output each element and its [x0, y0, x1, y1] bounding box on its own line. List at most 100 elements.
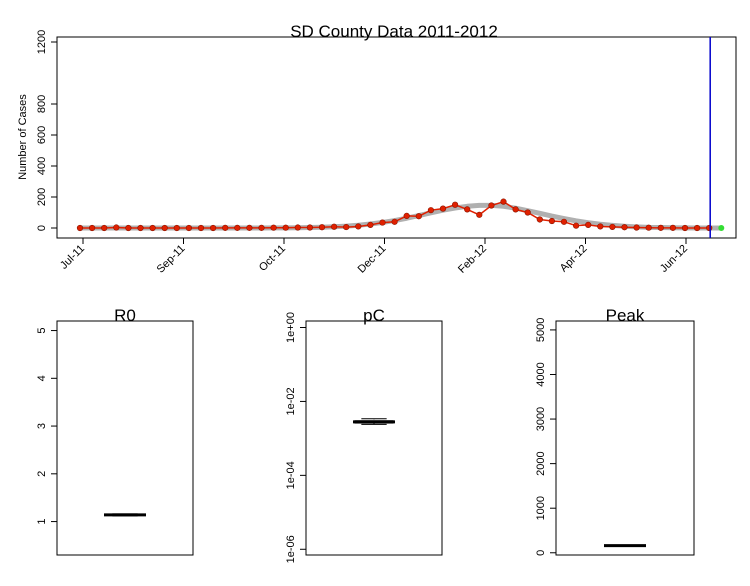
y-tick-label: 1e-04: [285, 461, 297, 489]
y-tick-label: 800: [36, 95, 48, 113]
y-tick-label: 200: [36, 188, 48, 206]
markers: [709, 37, 725, 238]
y-tick-label: 4: [36, 375, 48, 381]
observed-point: [536, 216, 543, 223]
cases-y-axis: 0 200 400 600 800 1200: [36, 30, 57, 231]
r0-box: 1 2 3 4 5: [36, 327, 146, 525]
r0-title: R0: [114, 306, 136, 325]
x-tick-label: Dec-11: [356, 243, 389, 276]
observed-point: [585, 221, 592, 228]
x-tick-label: Sep-11: [155, 243, 188, 276]
observed-point: [343, 223, 350, 231]
y-tick-label: 1200: [36, 30, 48, 54]
x-tick-label: Apr-12: [558, 243, 590, 275]
observed-point: [185, 224, 192, 232]
cases-panel: SD County Data 2011-2012 Number of Cases…: [17, 22, 737, 276]
observed-point: [621, 224, 628, 231]
cases-x-axis: Jul-11 Sep-11 Oct-11 Dec-11 Feb-12 Apr-12 Jun-…: [58, 238, 690, 276]
observed-point: [706, 224, 713, 232]
observed-point: [403, 212, 410, 220]
observed-point: [657, 224, 664, 231]
observed-point: [367, 221, 374, 228]
observed-point: [258, 224, 265, 231]
pc-title: pC: [363, 306, 385, 325]
observed-point: [439, 205, 447, 212]
y-tick-label: 1: [36, 519, 48, 525]
r0-panel: R0 1 2 3 4 5: [36, 306, 194, 556]
r0-plot-frame: [56, 320, 194, 556]
y-tick-label: 2: [36, 471, 48, 477]
observed-point: [609, 223, 616, 231]
x-tick-label: Jun-12: [658, 243, 690, 275]
observed-point: [294, 224, 301, 231]
observed-point: [452, 201, 459, 208]
y-tick-label: 0: [535, 550, 547, 556]
y-tick-label: 4000: [535, 362, 547, 386]
observed-point: [306, 224, 314, 231]
peak-box: 0 1000 2000 3000 4000 5000: [535, 318, 646, 556]
observed-point: [693, 224, 701, 232]
pc-box: 1e-06 1e-04 1e-02 1e+00: [285, 312, 395, 563]
cases-plot-frame: [56, 36, 737, 239]
observed-series: [76, 198, 713, 232]
pc-panel: pC 1e-06 1e-04 1e-02 1e+00: [285, 306, 443, 563]
observed-point: [137, 224, 144, 232]
observed-point: [512, 206, 519, 213]
observed-point: [234, 224, 241, 231]
observed-point: [222, 224, 229, 231]
peak-title: Peak: [606, 306, 645, 325]
y-tick-label: 5000: [535, 318, 547, 342]
observed-point: [572, 222, 580, 229]
cases-title: SD County Data 2011-2012: [290, 22, 498, 41]
observed-point: [270, 224, 277, 231]
observed-point: [76, 224, 84, 232]
y-tick-label: 3000: [535, 407, 547, 431]
y-tick-label: 3: [36, 423, 48, 429]
y-tick-label: 400: [36, 157, 48, 175]
observed-point: [149, 224, 156, 232]
y-tick-label: 1000: [535, 496, 547, 520]
observed-point: [524, 209, 531, 216]
observed-point: [488, 202, 495, 209]
observed-point: [427, 207, 435, 214]
observed-point: [548, 217, 556, 225]
projection-point: [718, 225, 725, 231]
pc-plot-frame: [305, 320, 443, 556]
observed-point: [464, 206, 471, 213]
observed-point: [197, 224, 205, 232]
y-tick-label: 600: [36, 126, 48, 144]
observed-point: [161, 224, 168, 232]
y-tick-label: 0: [36, 225, 48, 231]
y-tick-label: 5: [36, 327, 48, 333]
peak-panel: Peak 0 1000 2000 3000 4000 5000: [535, 306, 695, 556]
observed-point: [88, 224, 96, 232]
observed-point: [379, 219, 386, 226]
observed-point: [318, 224, 326, 231]
observed-point: [500, 198, 507, 205]
observed-point: [645, 224, 652, 231]
observed-point: [210, 224, 217, 232]
x-tick-label: Oct-11: [257, 243, 288, 274]
peak-plot-frame: [555, 320, 695, 556]
y-tick-label: 1e-02: [285, 387, 297, 415]
observed-point: [681, 224, 689, 232]
observed-point: [173, 224, 180, 232]
y-tick-label: 1e+00: [285, 312, 297, 343]
observed-point: [633, 224, 640, 231]
observed-point: [476, 211, 483, 218]
observed-point: [125, 224, 132, 232]
observed-point: [282, 224, 289, 231]
observed-point: [669, 224, 677, 231]
cases-y-label: Number of Cases: [17, 94, 29, 180]
observed-point: [415, 213, 422, 220]
observed-point: [246, 224, 253, 231]
observed-point: [331, 223, 338, 230]
x-tick-label: Feb-12: [456, 243, 489, 276]
y-tick-label: 2000: [535, 451, 547, 475]
observed-point: [355, 223, 362, 230]
x-tick-label: Jul-11: [58, 243, 87, 272]
y-tick-label: 1e-06: [285, 535, 297, 563]
observed-point: [597, 223, 604, 230]
observed-point: [113, 224, 120, 231]
